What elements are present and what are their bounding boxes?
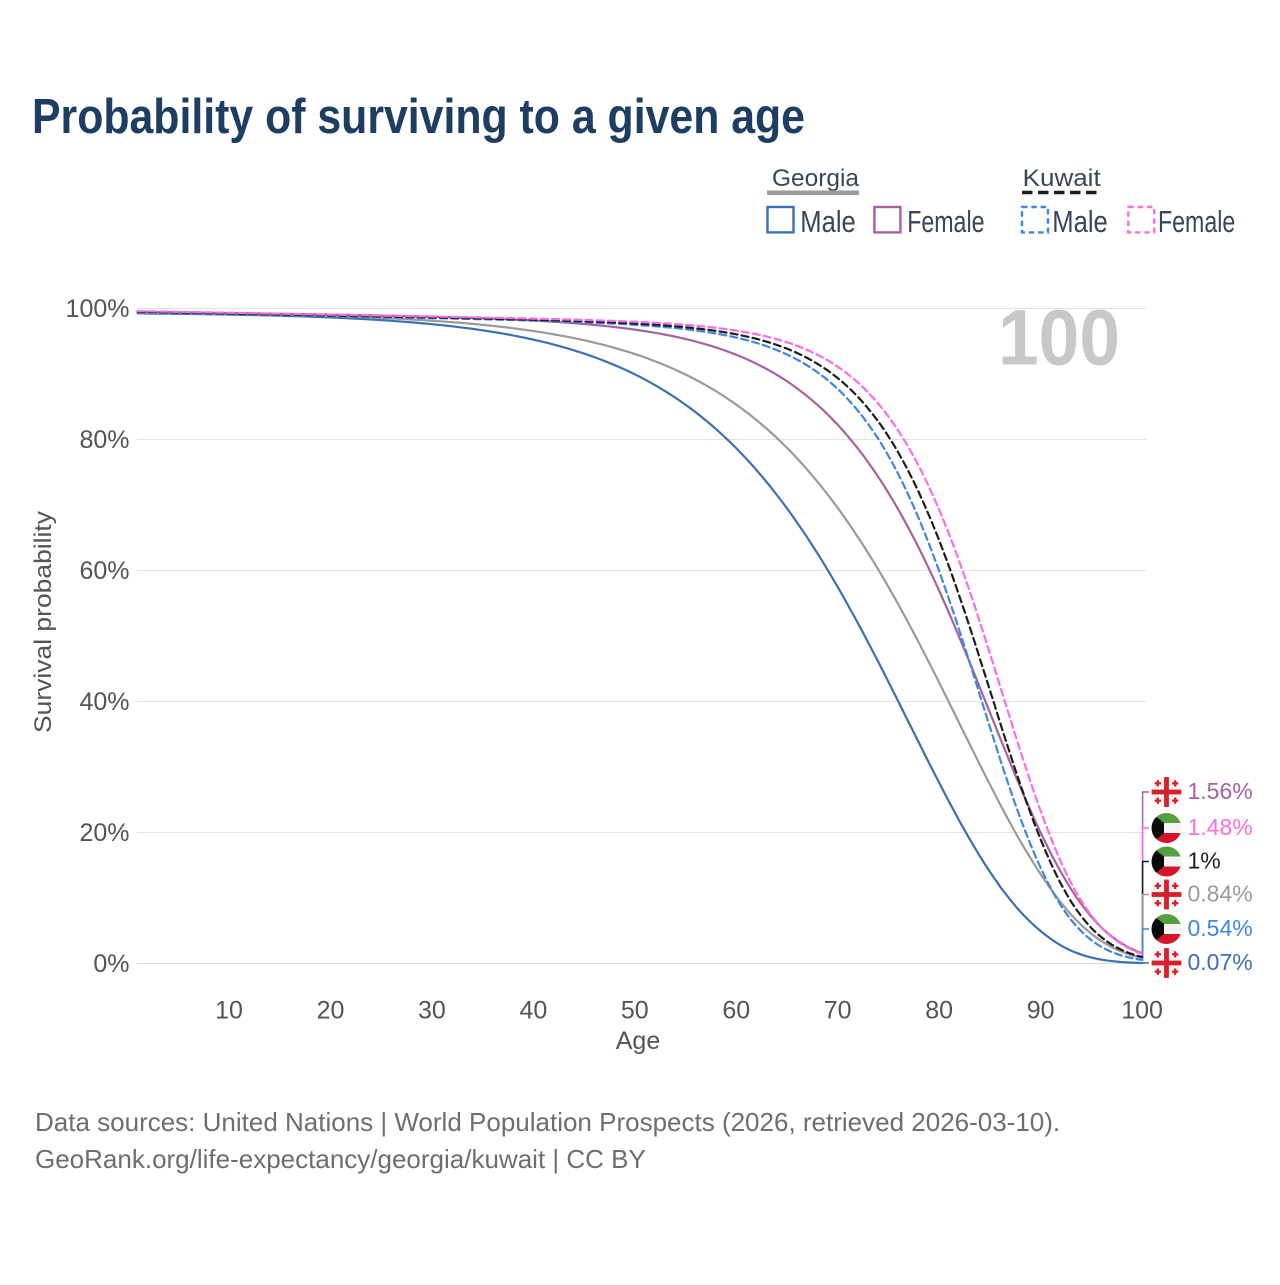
svg-text:0.54%: 0.54% [1188,915,1253,941]
svg-text:10: 10 [215,997,243,1025]
svg-text:Survival probability: Survival probability [30,511,57,733]
svg-text:Female: Female [907,205,984,239]
svg-text:0.07%: 0.07% [1188,949,1253,975]
svg-text:Kuwait: Kuwait [1023,165,1101,192]
svg-text:Female: Female [1158,205,1235,239]
svg-text:100: 100 [1121,997,1163,1025]
svg-text:70: 70 [824,997,852,1025]
svg-text:Georgia: Georgia [772,165,860,192]
svg-text:100: 100 [998,293,1120,382]
svg-text:20: 20 [317,997,345,1025]
svg-text:0.84%: 0.84% [1188,881,1253,907]
svg-text:0%: 0% [93,950,129,978]
svg-text:Data sources: United Nations |: Data sources: United Nations | World Pop… [35,1107,1060,1137]
svg-text:80%: 80% [79,426,129,454]
svg-text:Age: Age [616,1027,660,1055]
svg-text:1%: 1% [1188,848,1221,874]
svg-text:1.48%: 1.48% [1188,814,1253,840]
svg-text:GeoRank.org/life-expectancy/ge: GeoRank.org/life-expectancy/georgia/kuwa… [35,1144,646,1174]
svg-text:Male: Male [800,205,856,239]
svg-text:80: 80 [925,997,953,1025]
svg-text:20%: 20% [79,819,129,847]
svg-text:90: 90 [1027,997,1055,1025]
svg-text:40: 40 [519,997,547,1025]
svg-text:40%: 40% [79,688,129,716]
svg-text:100%: 100% [66,295,130,323]
svg-text:Male: Male [1052,205,1108,239]
svg-text:30: 30 [418,997,446,1025]
svg-text:60: 60 [722,997,750,1025]
svg-text:60%: 60% [79,557,129,585]
svg-text:Probability of surviving to a: Probability of surviving to a given age [32,90,805,144]
svg-text:50: 50 [621,997,649,1025]
svg-text:1.56%: 1.56% [1188,778,1253,804]
